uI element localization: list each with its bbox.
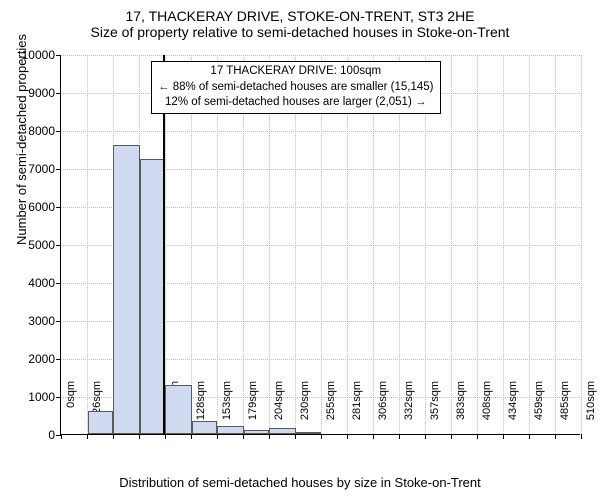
xtick-mark [61, 434, 62, 439]
xtick-mark [113, 434, 114, 439]
ytick-label: 8000 [5, 124, 55, 138]
annot-line2: ← 88% of semi-detached houses are smalle… [158, 80, 434, 96]
plot-area: 0100020003000400050006000700080009000100… [60, 55, 580, 435]
histogram-bar [296, 432, 321, 434]
title-line1: 17, THACKERAY DRIVE, STOKE-ON-TRENT, ST3… [0, 8, 600, 24]
xtick-mark [87, 434, 88, 439]
ytick-mark [56, 55, 61, 56]
xtick-label: 255sqm [325, 381, 337, 441]
grid-line-v [87, 55, 88, 434]
xtick-mark [139, 434, 140, 439]
grid-line-v [555, 55, 556, 434]
xtick-mark [269, 434, 270, 439]
ytick-label: 6000 [5, 200, 55, 214]
xtick-mark [425, 434, 426, 439]
annot-line3: 12% of semi-detached houses are larger (… [158, 95, 434, 111]
grid-line-v [503, 55, 504, 434]
histogram-bar [217, 426, 244, 434]
title-line2: Size of property relative to semi-detach… [0, 24, 600, 40]
grid-line-v [451, 55, 452, 434]
xtick-label: 357sqm [429, 381, 441, 441]
xtick-mark [347, 434, 348, 439]
xtick-mark [191, 434, 192, 439]
xtick-mark [373, 434, 374, 439]
xtick-mark [477, 434, 478, 439]
ytick-label: 1000 [5, 390, 55, 404]
xtick-mark [451, 434, 452, 439]
xtick-mark [529, 434, 530, 439]
annot-line1: 17 THACKERAY DRIVE: 100sqm [158, 64, 434, 80]
ytick-mark [56, 169, 61, 170]
grid-line-v [477, 55, 478, 434]
xtick-label: 306sqm [377, 381, 389, 441]
ytick-mark [56, 93, 61, 94]
ytick-mark [56, 359, 61, 360]
ytick-label: 9000 [5, 86, 55, 100]
ytick-label: 5000 [5, 238, 55, 252]
xtick-mark [581, 434, 582, 439]
annotation-box: 17 THACKERAY DRIVE: 100sqm ← 88% of semi… [151, 61, 441, 114]
ytick-label: 2000 [5, 352, 55, 366]
grid-line-v [581, 55, 582, 434]
xtick-mark [399, 434, 400, 439]
ytick-mark [56, 245, 61, 246]
xtick-mark [555, 434, 556, 439]
histogram-bar [269, 428, 296, 434]
histogram-bar [192, 421, 217, 434]
x-axis-label: Distribution of semi-detached houses by … [0, 475, 600, 490]
xtick-label: 281sqm [351, 381, 363, 441]
xtick-label: 383sqm [455, 381, 467, 441]
xtick-mark [165, 434, 166, 439]
ytick-label: 10000 [5, 48, 55, 62]
xtick-label: 332sqm [403, 381, 415, 441]
xtick-label: 434sqm [507, 381, 519, 441]
ytick-label: 4000 [5, 276, 55, 290]
histogram-bar [88, 411, 113, 434]
xtick-mark [295, 434, 296, 439]
grid-line-v [529, 55, 530, 434]
histogram-bar [140, 159, 165, 435]
ytick-mark [56, 283, 61, 284]
xtick-mark [243, 434, 244, 439]
plot-container: 0100020003000400050006000700080009000100… [60, 55, 580, 435]
ytick-mark [56, 207, 61, 208]
xtick-label: 459sqm [533, 381, 545, 441]
histogram-bar [244, 430, 269, 434]
ytick-label: 7000 [5, 162, 55, 176]
ytick-label: 0 [5, 428, 55, 442]
ytick-mark [56, 131, 61, 132]
histogram-bar [113, 145, 140, 434]
xtick-mark [217, 434, 218, 439]
xtick-label: 510sqm [585, 381, 597, 441]
xtick-label: 0sqm [65, 381, 77, 441]
xtick-label: 408sqm [481, 381, 493, 441]
xtick-label: 485sqm [559, 381, 571, 441]
histogram-bar [165, 385, 192, 434]
ytick-label: 3000 [5, 314, 55, 328]
ytick-mark [56, 321, 61, 322]
xtick-mark [503, 434, 504, 439]
ytick-mark [56, 397, 61, 398]
xtick-mark [321, 434, 322, 439]
chart-title-block: 17, THACKERAY DRIVE, STOKE-ON-TRENT, ST3… [0, 0, 600, 40]
